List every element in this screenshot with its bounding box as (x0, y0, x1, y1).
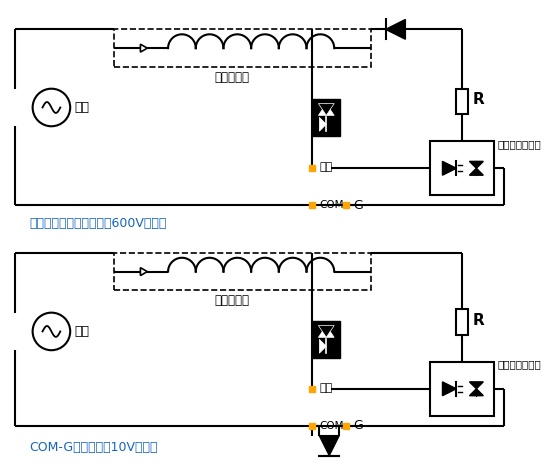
Bar (430, 141, 494, 196)
Bar (343, 202, 349, 209)
Text: 线路: 线路 (74, 325, 89, 338)
Text: 输出: 输出 (320, 383, 333, 393)
Polygon shape (320, 117, 326, 131)
Text: R: R (472, 92, 484, 107)
Polygon shape (470, 162, 483, 168)
Text: G: G (353, 419, 363, 432)
Bar (310, 202, 315, 209)
Polygon shape (318, 104, 334, 115)
Polygon shape (470, 168, 483, 175)
Text: COM: COM (320, 200, 344, 210)
Polygon shape (320, 339, 326, 353)
Text: 线路: 线路 (74, 101, 89, 114)
Bar (312, 99, 340, 136)
Bar (430, 361, 494, 416)
Bar (456, 309, 468, 335)
Bar (310, 386, 315, 392)
Text: 光电双向晶闸管串联一个600V二极管: 光电双向晶闸管串联一个600V二极管 (30, 217, 167, 230)
Text: COM-G结并联一个10V二极管: COM-G结并联一个10V二极管 (30, 441, 158, 454)
Polygon shape (318, 325, 334, 337)
Bar (310, 423, 315, 429)
Bar (343, 423, 349, 429)
Text: 电泥或门锁: 电泥或门锁 (215, 71, 250, 84)
Bar (312, 321, 340, 358)
Text: R: R (472, 313, 484, 328)
Bar (114, 253, 371, 290)
Bar (114, 29, 371, 67)
Text: 电泥或门锁: 电泥或门锁 (215, 294, 250, 307)
Text: G: G (353, 199, 363, 212)
Polygon shape (318, 325, 334, 337)
Polygon shape (320, 436, 339, 456)
Polygon shape (386, 19, 405, 39)
Text: 光电双向晶闸管: 光电双向晶闸管 (497, 139, 541, 149)
Text: 输出: 输出 (320, 162, 333, 172)
Polygon shape (470, 382, 483, 389)
Polygon shape (442, 162, 456, 175)
Text: COM: COM (320, 421, 344, 431)
Polygon shape (470, 389, 483, 396)
Polygon shape (318, 104, 334, 115)
Polygon shape (442, 382, 456, 396)
Text: 光电双向晶闸管: 光电双向晶闸管 (497, 360, 541, 370)
Bar (310, 165, 315, 171)
Bar (456, 89, 468, 114)
